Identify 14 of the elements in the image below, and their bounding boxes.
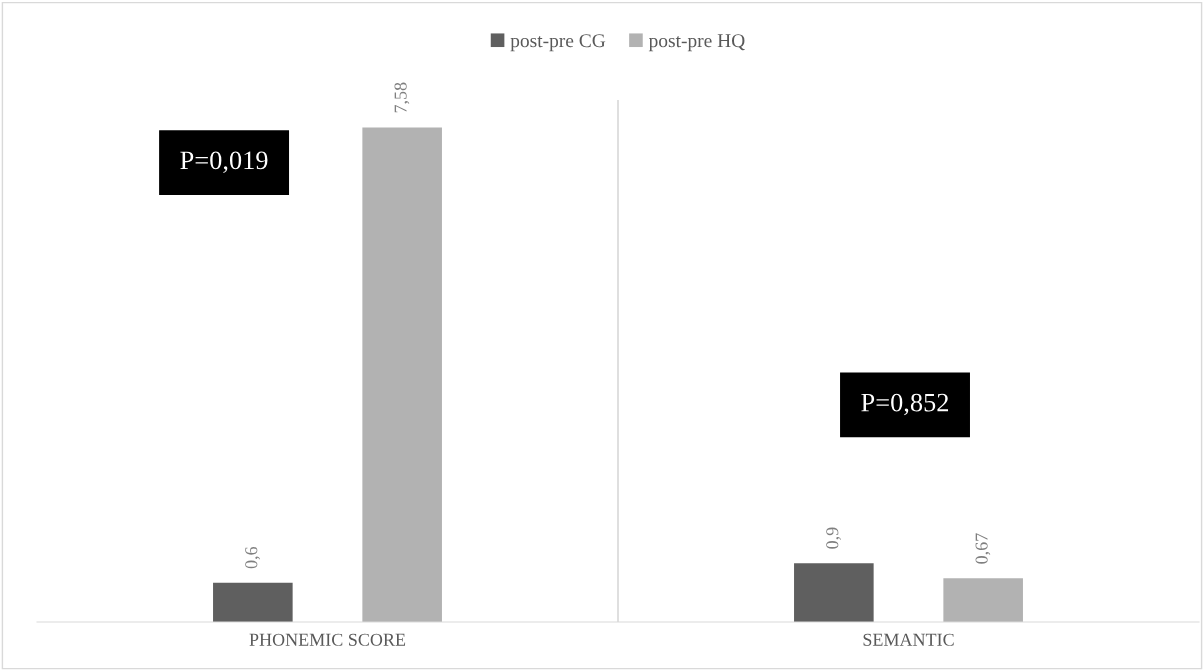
bar	[362, 127, 442, 622]
bar	[213, 582, 293, 622]
x-tick-label: PHONEMIC SCORE	[249, 633, 406, 646]
bar	[794, 563, 874, 622]
data-label: 0,67	[975, 533, 991, 564]
legend-label: post-pre HQ	[648, 34, 745, 52]
data-label: 0,9	[826, 527, 841, 549]
legend-label: post-pre CG	[510, 34, 606, 52]
bar	[943, 578, 1023, 622]
annotation: P=0,852	[861, 393, 949, 416]
annotation: P=0,019	[180, 151, 268, 174]
x-tick-label: SEMANTIC	[863, 633, 954, 646]
data-label: 0,6	[245, 546, 260, 569]
data-label: 7,58	[394, 82, 410, 113]
